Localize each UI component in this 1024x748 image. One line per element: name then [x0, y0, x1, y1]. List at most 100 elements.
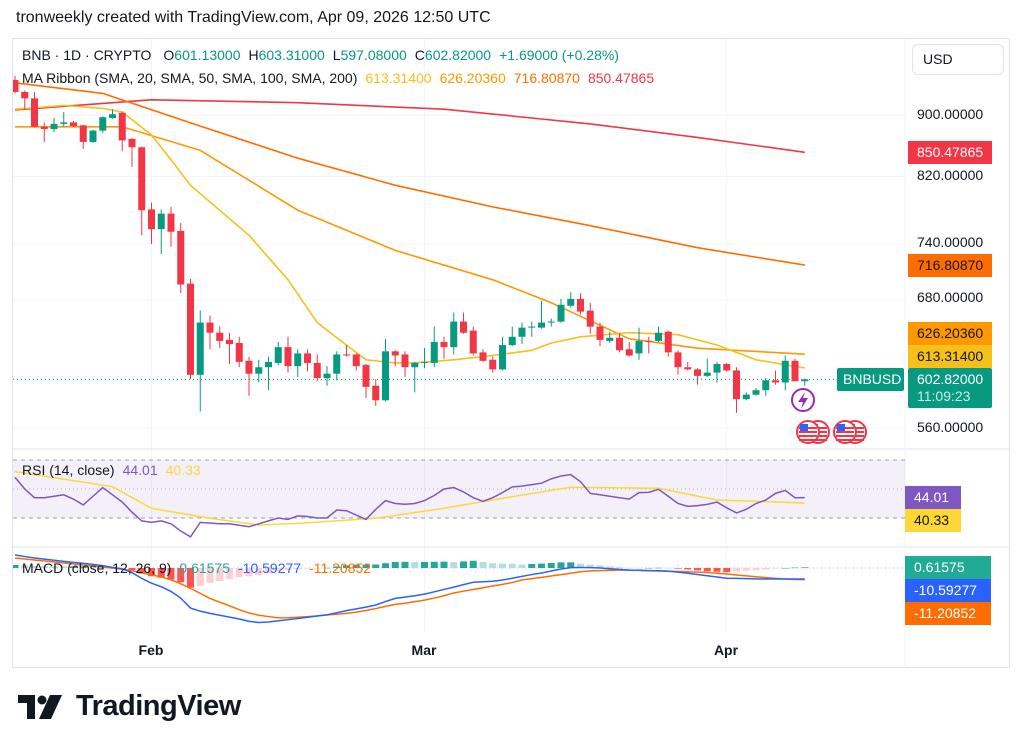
candle-body: [265, 361, 272, 368]
close-label: C: [414, 47, 425, 63]
bar-countdown: 11:09:23: [917, 388, 971, 404]
candle-body: [79, 125, 87, 142]
rsi-ma-line: [14, 470, 805, 526]
candle-body: [274, 347, 282, 363]
macd-histogram-bar: [421, 561, 428, 568]
macd-histogram-bar: [50, 566, 58, 568]
macd-pane: [13, 554, 905, 624]
ma-ribbon-legend[interactable]: MA Ribbon (SMA, 20, SMA, 50, SMA, 100, S…: [22, 70, 662, 86]
macd-histogram-bar: [703, 568, 711, 572]
candle-body: [625, 349, 633, 356]
candle-body: [577, 298, 584, 312]
candle: [703, 358, 711, 377]
rsi-title[interactable]: RSI (14, close): [22, 462, 115, 478]
macd-histogram-bar: [655, 567, 662, 569]
candle: [138, 146, 146, 236]
ma-ribbon-title[interactable]: MA Ribbon (SMA, 20, SMA, 50, SMA, 100, S…: [22, 70, 358, 86]
price-tick: 820.00000: [917, 167, 984, 183]
candle: [694, 368, 701, 385]
candle-body: [752, 390, 760, 395]
tradingview-logo[interactable]: TradingView: [18, 690, 241, 723]
candle: [167, 206, 175, 247]
currency-button[interactable]: USD: [912, 44, 1004, 75]
macd-signal-value: -11.20852: [309, 560, 372, 576]
candle: [606, 331, 614, 343]
macd-histogram-bar: [430, 561, 438, 568]
macd-histogram-bar: [772, 568, 779, 569]
flag-stripe: [846, 439, 864, 441]
macd-histogram-bar: [343, 565, 350, 568]
last-price: 602.82000: [917, 371, 984, 387]
candle-body: [430, 341, 438, 363]
sma200-price-tag: 850.47865: [908, 141, 992, 164]
macd-histogram-bar: [479, 561, 487, 568]
candle-body: [781, 360, 789, 383]
macd-histogram-bar: [440, 561, 448, 568]
candle: [323, 366, 331, 386]
macd-histogram-bar: [284, 568, 292, 570]
chart-frame: [12, 38, 1010, 668]
candle-body: [528, 326, 536, 328]
candle: [655, 326, 662, 342]
rsi-legend[interactable]: RSI (14, close) 44.01 40.33: [22, 462, 209, 478]
macd-histogram-bar: [265, 568, 272, 574]
symbol-title[interactable]: BNB · 1D · CRYPTO: [22, 47, 152, 63]
candle-body: [255, 367, 263, 374]
macd-histogram-bar: [450, 562, 458, 568]
macd-histogram-bar: [13, 564, 19, 568]
candle-body: [60, 122, 68, 124]
macd-legend[interactable]: MACD (close, 12, 26, 9) 0.61575 -10.59277-…: [22, 560, 379, 576]
candle: [148, 202, 155, 245]
lightning-icon[interactable]: [791, 388, 815, 412]
candle: [157, 209, 165, 254]
low-value: 597.08000: [340, 47, 407, 63]
macd-histogram-bar: [460, 561, 467, 568]
candle: [421, 348, 428, 369]
macd-histogram-bar: [21, 565, 29, 568]
macd-signal-tag: -11.20852: [905, 602, 991, 625]
flag-stripe: [799, 439, 817, 441]
candle-body: [40, 126, 48, 130]
macd-histogram-bar: [128, 568, 136, 570]
us-flag-icon[interactable]: [796, 420, 830, 444]
chart-attribution: tronweekly created with TradingView.com,…: [16, 9, 491, 26]
low-label: L: [332, 47, 341, 63]
candle-body: [733, 370, 740, 400]
macd-histogram-bar: [313, 568, 321, 569]
macd-histogram-bar: [645, 567, 653, 569]
macd-histogram-bar: [196, 568, 204, 586]
candle: [499, 336, 506, 371]
candle: [118, 111, 126, 152]
candle: [206, 315, 214, 350]
macd-histogram-bar: [723, 568, 731, 573]
candle-body: [304, 353, 311, 363]
candle-body: [703, 372, 711, 376]
candle-body: [684, 367, 692, 370]
macd-histogram-bar: [499, 563, 506, 568]
candle: [528, 321, 536, 337]
candle: [284, 336, 292, 373]
candle: [752, 387, 760, 396]
candle-body: [109, 114, 116, 118]
candle-body: [508, 336, 516, 346]
candle-body: [401, 354, 409, 368]
candle-body: [411, 362, 419, 368]
macd-histogram-bar: [489, 563, 497, 568]
candle-body: [694, 369, 701, 376]
macd-histogram-bar: [294, 568, 302, 570]
candle-body: [421, 361, 428, 363]
macd-histogram-bar: [177, 568, 185, 583]
candle-body: [99, 117, 107, 131]
macd-histogram-bar: [567, 562, 575, 568]
change-value: +1.69000 (+0.28%): [499, 47, 619, 63]
flag-canton: [800, 424, 808, 431]
candle-body: [674, 352, 682, 368]
us-flag-icon[interactable]: [833, 420, 867, 444]
sma200-line: [14, 99, 805, 154]
candle: [21, 90, 29, 110]
macd-title[interactable]: MACD (close, 12, 26, 9): [22, 560, 172, 576]
candle-body: [772, 380, 779, 383]
macd-histogram-bar: [635, 567, 643, 569]
macd-histogram-bar: [391, 561, 399, 568]
